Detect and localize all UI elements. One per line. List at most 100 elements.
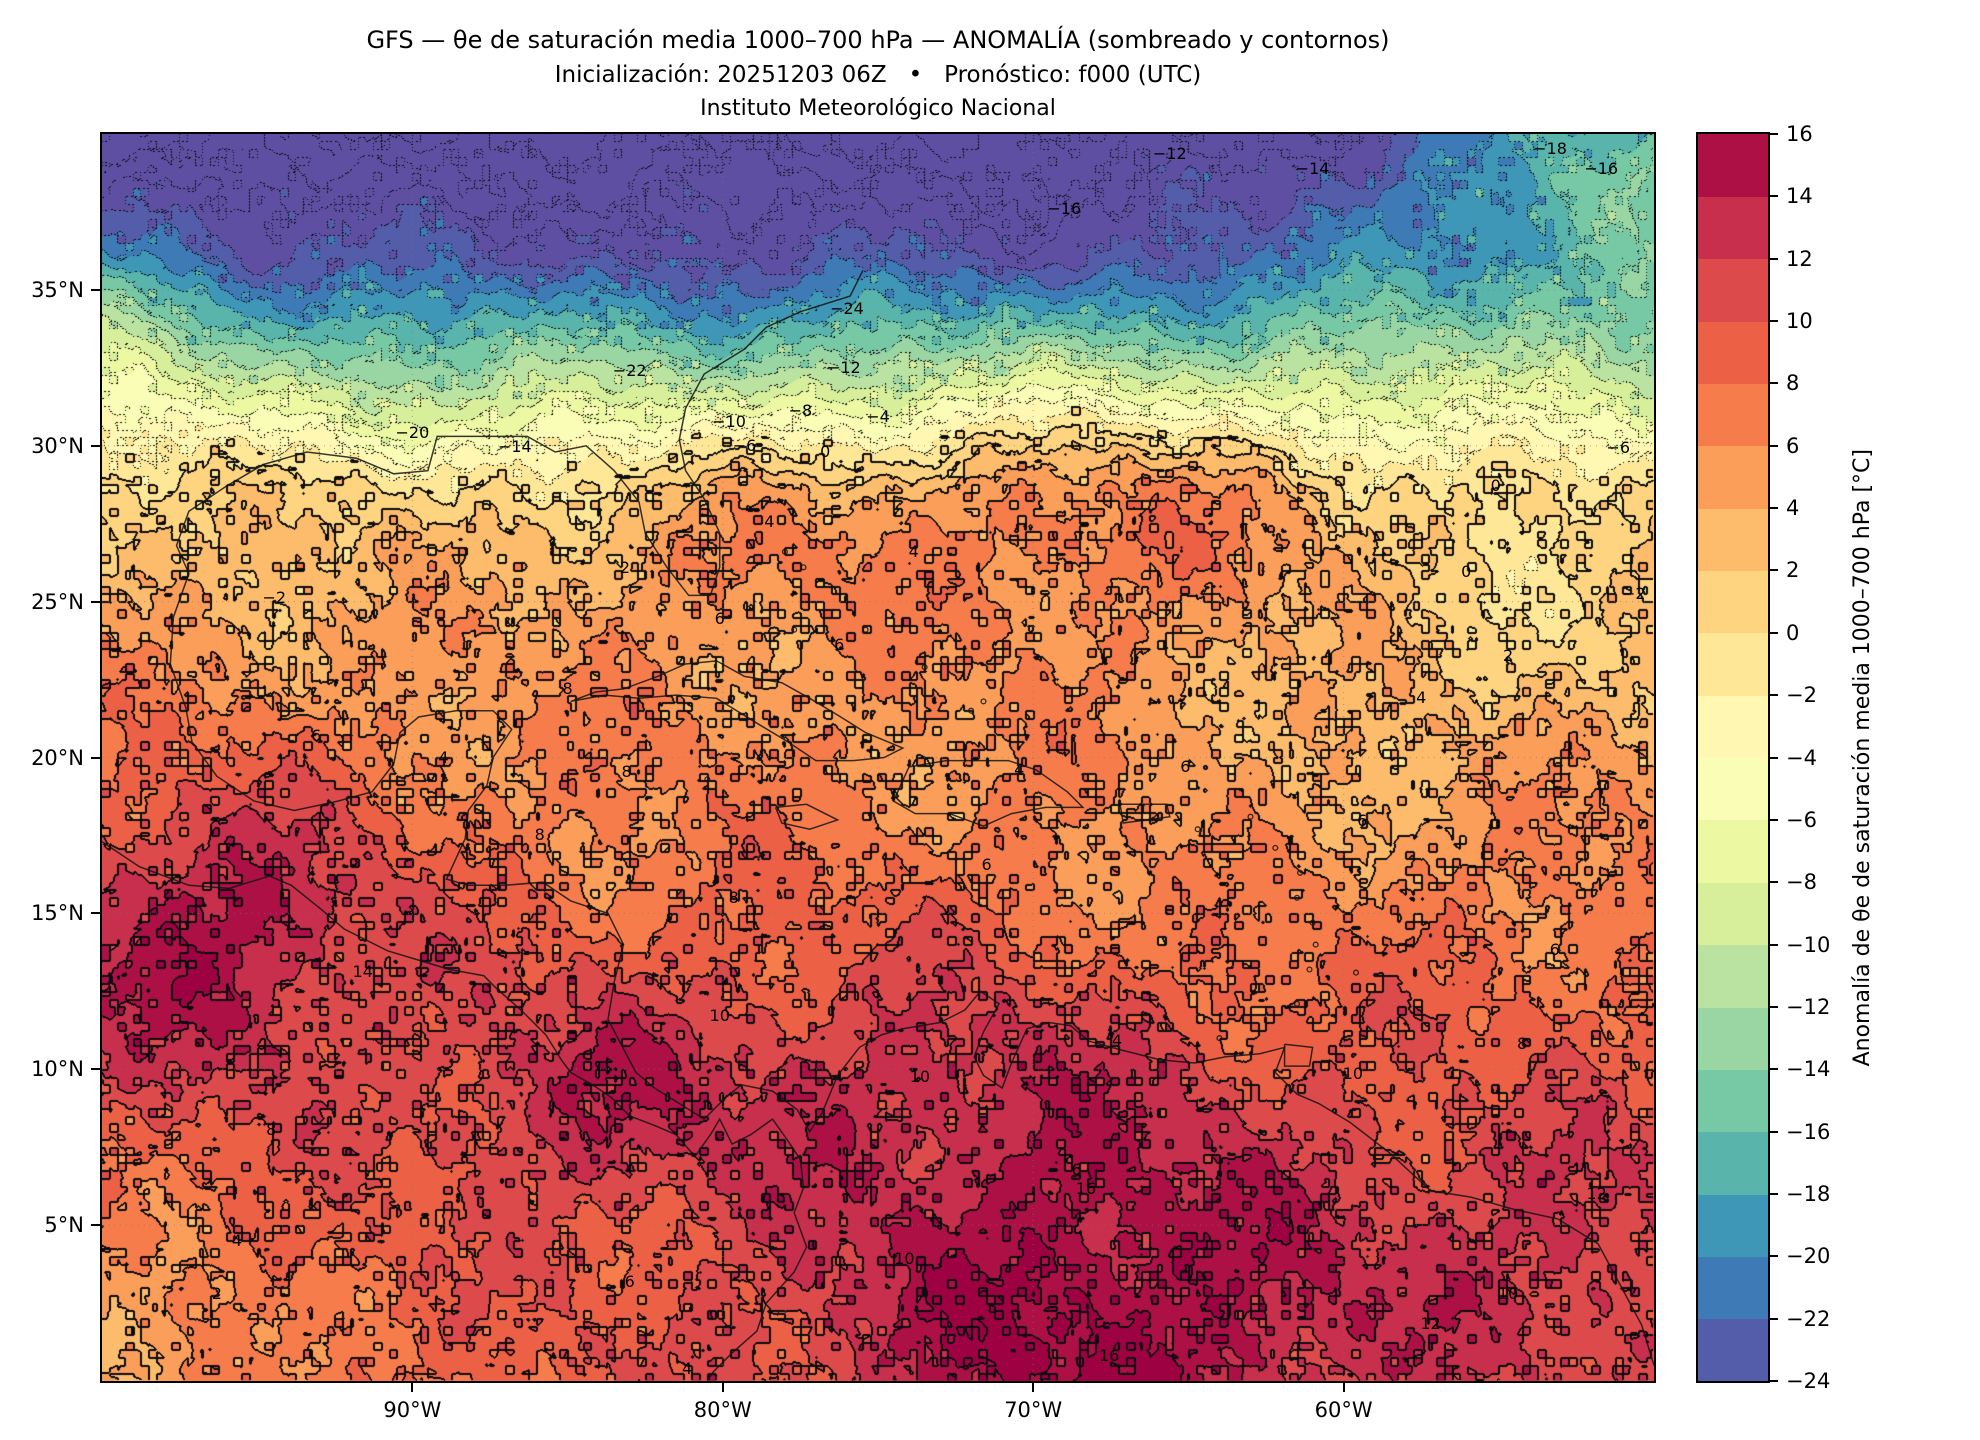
colorbar-band [1698, 445, 1768, 509]
colorbar-tick-label: −8 [1786, 870, 1817, 895]
contour-label: 10 [909, 1066, 931, 1086]
contour-label: 8 [728, 888, 739, 908]
colorbar-tick-mark [1770, 694, 1778, 697]
contour-label: 6 [1071, 1160, 1082, 1180]
colorbar-tick-label: 0 [1786, 620, 1800, 645]
colorbar-tick-label: −4 [1786, 745, 1817, 770]
contour-label: 4 [438, 747, 449, 767]
y-tick-label: 30°N [31, 433, 84, 458]
colorbar-tick-mark [1770, 1380, 1778, 1382]
map-plot-area: −24 −22 −20 −18 −16 −16 −14 −12 −12 −14 −10 −8 −6 −4−… [100, 132, 1656, 1383]
colorbar-tick-mark [1770, 1130, 1778, 1133]
contour-label: 2 [619, 557, 631, 577]
y-tick-label: 5°N [44, 1213, 84, 1238]
colorbar-tick-mark [1770, 1068, 1778, 1071]
x-tick-label: 90°W [383, 1398, 442, 1422]
contour-label: −2 [262, 587, 287, 607]
x-tick-mark [1342, 1383, 1345, 1392]
colorbar-band [1698, 1318, 1768, 1382]
contour-label: 12 [1420, 1313, 1441, 1333]
contour-label: 6 [1357, 811, 1368, 831]
contour-label: 2 [1503, 646, 1514, 666]
contour-label: 6 [834, 635, 845, 655]
contour-label: −10 [712, 412, 746, 432]
colorbar-band [1698, 570, 1768, 634]
contour-label: −14 [497, 436, 532, 456]
x-tick-label: 80°W [693, 1398, 752, 1422]
colorbar-tick-mark [1770, 195, 1778, 198]
colorbar-band [1698, 1131, 1768, 1195]
colorbar-band [1698, 882, 1768, 946]
contour-label: −6 [732, 435, 757, 455]
y-tick-label: 35°N [31, 277, 84, 302]
contour-label: 0 [1490, 475, 1501, 495]
y-tick-label: 10°N [31, 1057, 84, 1082]
contour-label: 6 [624, 1272, 635, 1292]
colorbar-tick-mark [1770, 1317, 1778, 1320]
colorbar-tick-label: −2 [1786, 683, 1817, 708]
colorbar-tick-label: −14 [1786, 1057, 1831, 1082]
colorbar-tick-mark [1770, 943, 1778, 946]
contour-label: 14 [352, 961, 373, 981]
contour-label: 6 [1549, 939, 1560, 959]
colorbar-tick-mark [1770, 1005, 1778, 1008]
colorbar-axis-label: Anomalía de θe de saturación media 1000–… [1845, 134, 1879, 1381]
y-tick-mark [91, 444, 100, 447]
contour-label: 2 [211, 1283, 222, 1303]
contour-label: −12 [826, 358, 861, 378]
contour-label: 8 [266, 1120, 277, 1140]
colorbar-band [1698, 757, 1768, 821]
colorbar-band [1698, 258, 1768, 322]
chart-subtitle: Inicialización: 20251203 06Z • Pronóstic… [554, 62, 1202, 88]
colorbar-tick-label: 10 [1786, 309, 1813, 334]
colorbar-band [1698, 383, 1768, 447]
colorbar-tick-label: 12 [1786, 246, 1813, 271]
contour-label: −24 [830, 298, 864, 318]
contour-label: 8 [621, 762, 632, 782]
contour-label: 10 [709, 1005, 730, 1025]
contour-label: 6 [714, 609, 725, 629]
x-tick-label: 60°W [1314, 1398, 1373, 1422]
contour-label: 4 [908, 541, 919, 561]
colorbar-tick-mark [1770, 881, 1778, 884]
y-tick-mark [91, 1224, 100, 1227]
anomaly-field-canvas [102, 134, 1654, 1381]
colorbar-tick-mark [1770, 756, 1778, 759]
colorbar-tick-mark [1770, 507, 1778, 510]
contour-label: −22 [612, 360, 647, 380]
colorbar [1696, 132, 1770, 1383]
colorbar-band [1698, 1069, 1768, 1133]
contour-label: −14 [1295, 158, 1330, 178]
colorbar-band [1698, 944, 1768, 1008]
colorbar-tick-label: 8 [1786, 371, 1800, 396]
contour-label: −8 [788, 400, 813, 420]
contour-label: 6 [1180, 757, 1191, 777]
contour-label: 4 [764, 511, 775, 531]
chart-institution: Instituto Meteorológico Nacional [700, 96, 1056, 121]
colorbar-band [1698, 695, 1768, 759]
contour-label: −20 [395, 423, 430, 443]
colorbar-tick-label: 16 [1786, 122, 1813, 146]
y-tick-label: 20°N [31, 745, 84, 770]
colorbar-band [1698, 196, 1768, 260]
colorbar-band [1698, 321, 1768, 385]
contour-label: −2 [1622, 584, 1646, 604]
contour-label: 10 [1497, 1283, 1519, 1303]
colorbar-tick-mark [1770, 320, 1778, 323]
colorbar-tick-mark [1770, 444, 1778, 447]
contour-label: 8 [534, 824, 545, 844]
colorbar-tick-label: −20 [1786, 1244, 1831, 1269]
x-tick-mark [411, 1383, 414, 1392]
colorbar-tick-label: −16 [1786, 1119, 1831, 1144]
colorbar-band [1698, 1256, 1768, 1320]
contour-label: −16 [1047, 198, 1082, 218]
colorbar-tick-mark [1770, 631, 1778, 634]
contour-label: 4 [1416, 687, 1427, 707]
contour-label: −18 [1533, 138, 1567, 158]
contour-label: 0 [1461, 561, 1472, 581]
contour-label: −16 [1584, 158, 1619, 178]
colorbar-tick-mark [1770, 569, 1778, 572]
chart-title: GFS — θe de saturación media 1000–700 hP… [366, 26, 1390, 54]
colorbar-tick-label: −10 [1786, 932, 1831, 957]
y-tick-mark [91, 288, 100, 291]
